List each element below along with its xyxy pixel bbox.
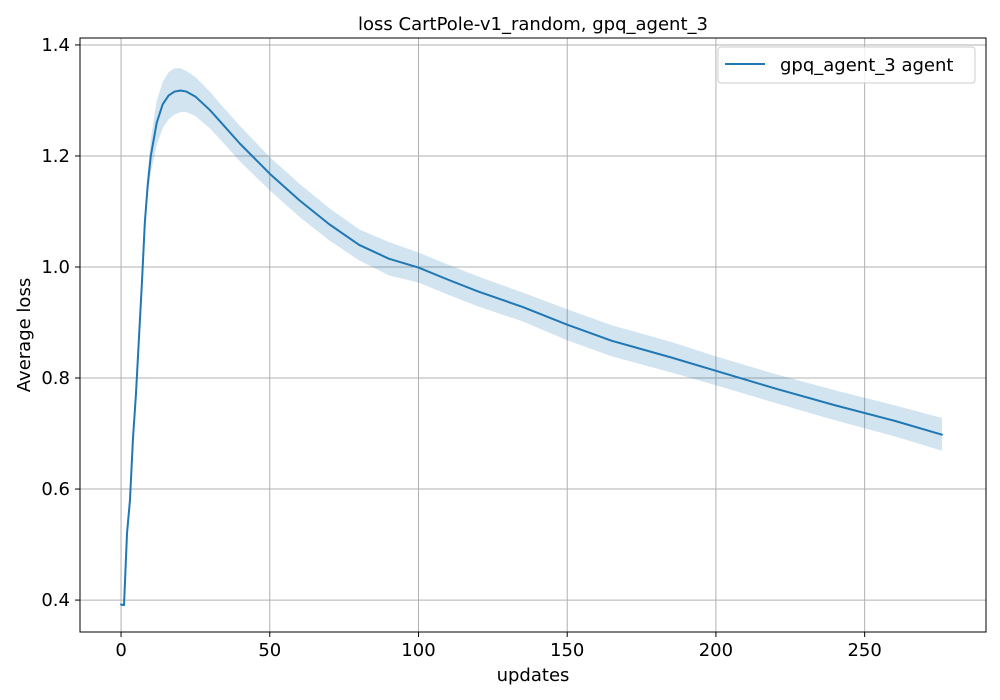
y-axis-ticks: 0.4 0.6 0.8 1.0 1.2 1.4	[41, 35, 80, 611]
y-tick-label: 1.2	[41, 146, 70, 167]
legend: gpq_agent_3 agent	[717, 46, 976, 84]
y-tick-label: 1.0	[41, 257, 70, 278]
x-tick-label: 100	[401, 640, 435, 661]
legend-box	[717, 46, 976, 84]
x-tick-label: 150	[550, 640, 584, 661]
series-line	[120, 89, 943, 607]
confidence-band-layer	[121, 68, 942, 606]
grid	[80, 38, 986, 632]
x-axis-label: updates	[497, 665, 570, 686]
x-tick-label: 50	[258, 640, 281, 661]
x-tick-label: 250	[847, 640, 881, 661]
series-line-layer	[120, 89, 943, 607]
legend-label: gpq_agent_3 agent	[780, 55, 953, 76]
confidence-band	[121, 68, 942, 606]
y-tick-label: 0.4	[41, 590, 70, 611]
y-axis-label: Average loss	[14, 278, 35, 392]
y-tick-label: 0.6	[41, 479, 70, 500]
y-tick-label: 1.4	[41, 35, 70, 56]
x-tick-label: 200	[699, 640, 733, 661]
x-tick-label: 0	[115, 640, 126, 661]
x-axis-ticks: 0 50 100 150 200 250	[115, 632, 882, 661]
y-tick-label: 0.8	[41, 368, 70, 389]
plot-area-frame	[79, 37, 987, 633]
chart-title: loss CartPole-v1_random, gpq_agent_3	[358, 14, 708, 35]
